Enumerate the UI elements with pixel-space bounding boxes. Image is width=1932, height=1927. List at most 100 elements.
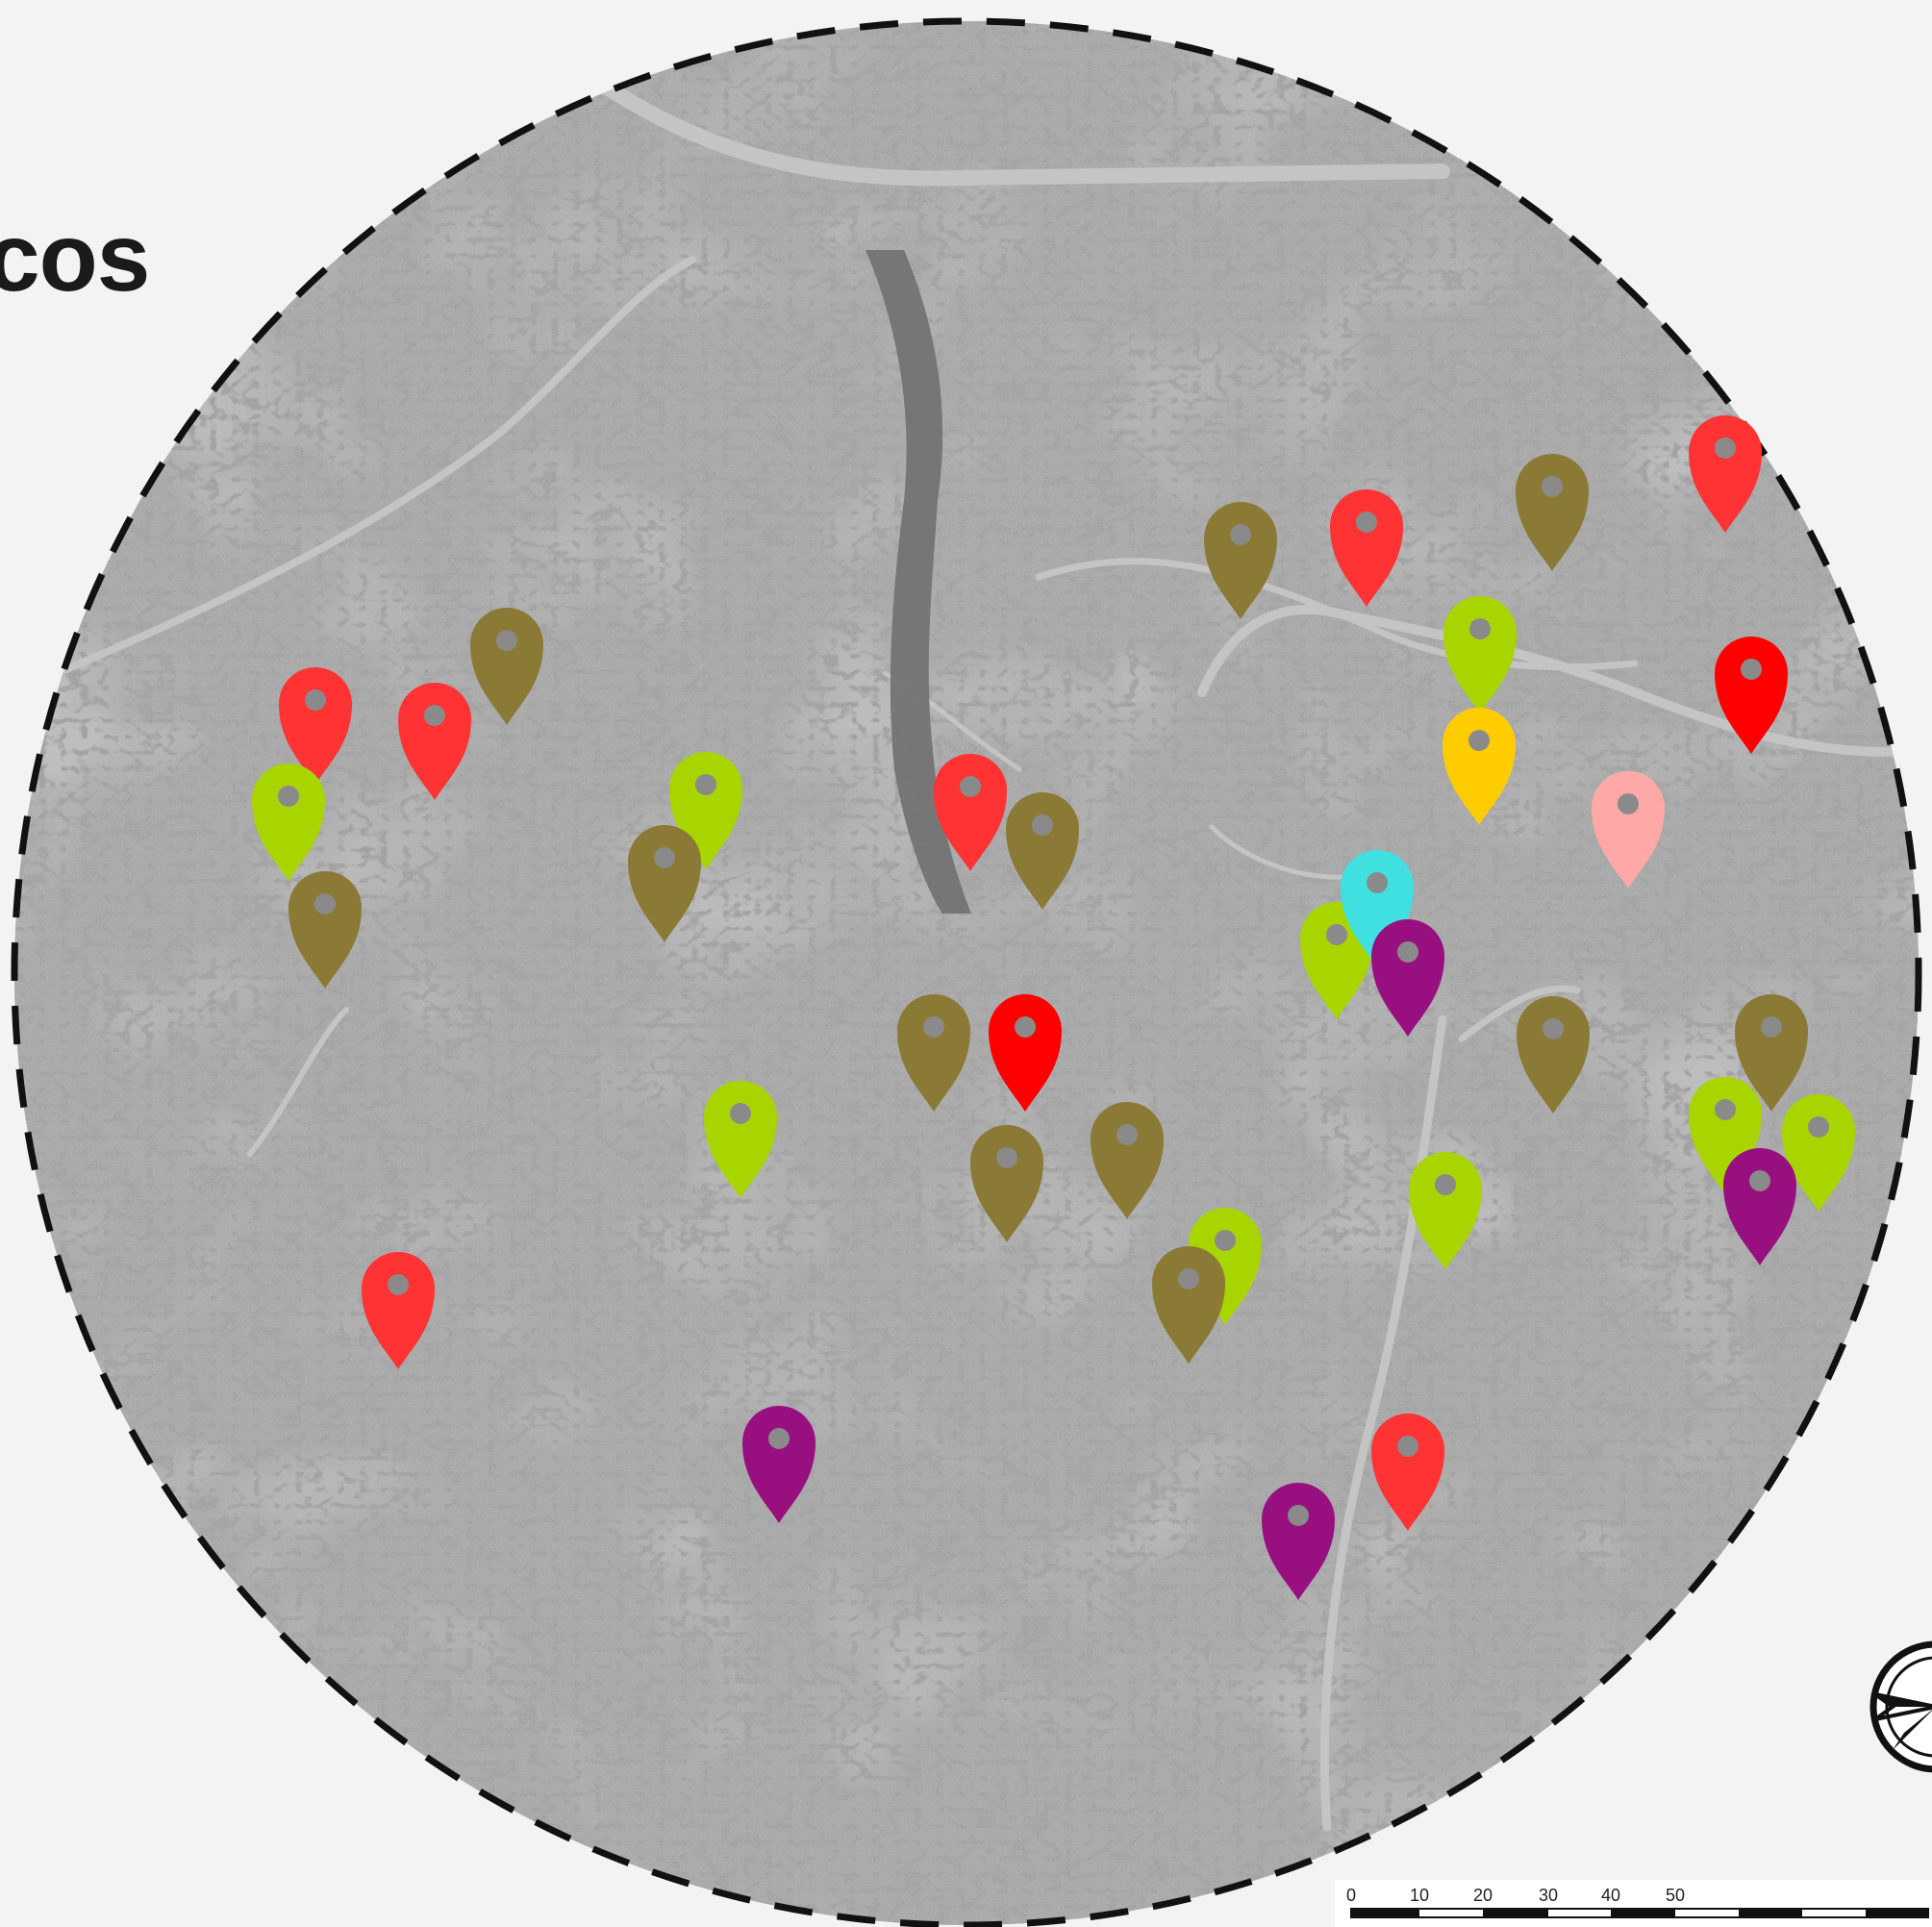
map-pin-icon[interactable] [470,608,543,725]
map-pin-icon[interactable] [1735,994,1808,1112]
map-pin-hole [1469,618,1491,639]
map-pin-icon[interactable] [362,1252,435,1369]
map-pin-hole [1618,793,1639,814]
map-pin-hole [1435,1174,1456,1195]
map-pin-hole [496,630,517,651]
map-pin-icon[interactable] [1443,596,1517,713]
map-pin-hole [1761,1016,1782,1038]
map-pin-hole [654,847,675,868]
map-pin-hole [1397,941,1418,963]
map-pin-body [934,754,1007,871]
map-pin-body [1735,994,1808,1112]
map-pin-hole [1367,872,1388,893]
map-pin-hole [1542,476,1563,497]
map-pin-body [289,871,362,989]
map-pin-icon[interactable] [1689,415,1762,533]
map-pin-hole [1741,659,1762,680]
map-pin-icon[interactable] [1409,1152,1482,1269]
map-pin-hole [314,893,336,914]
map-pin-hole [1749,1170,1770,1191]
map-pin-icon[interactable] [289,871,362,989]
map-pin-icon[interactable] [989,994,1062,1112]
map-pin-icon[interactable] [1443,708,1516,825]
map-pin-icon[interactable] [628,825,701,942]
study-area-boundary [11,17,1922,1927]
scale-tick-label: 10 [1410,1886,1429,1905]
map-pin-hole [1543,1018,1564,1039]
map-pin-hole [1397,1436,1418,1457]
map-pin-body [252,763,325,881]
map-pin-icon[interactable] [398,683,471,800]
river-band [866,250,971,913]
map-pin-icon[interactable] [1592,771,1665,888]
map-pin-hole [1288,1505,1309,1526]
map-pin-icon[interactable] [1152,1246,1225,1364]
map-pin-icon[interactable] [1204,502,1277,619]
map-pin-icon[interactable] [742,1406,815,1523]
map-pin-hole [1230,524,1251,545]
map-pin-hole [960,776,981,797]
map-pin-icon[interactable] [1517,996,1590,1114]
map-pin-hole [388,1274,409,1295]
map-pin-body [470,608,543,725]
map-pin-body [1262,1483,1335,1600]
map-pin-icon[interactable] [1006,792,1079,910]
map-pin-hole [424,705,445,726]
map-pin-body [1006,792,1079,910]
map-pin-hole [1015,1016,1036,1038]
map-pin-body [1152,1246,1225,1364]
map-pin-icon[interactable] [279,667,352,785]
map-pin-hole [1326,924,1347,945]
map-pin-icon[interactable] [1516,454,1589,571]
map-pin-hole [695,774,716,795]
map-pin-body [362,1252,435,1369]
map-pin-body [1330,489,1403,607]
map-pin-hole [1715,438,1736,459]
scale-tick-label: 50 [1666,1886,1685,1905]
map-pin-icon[interactable] [1371,919,1444,1037]
map-pin-icon[interactable] [1330,489,1403,607]
map-pin-body [1371,1414,1444,1531]
map-pin-body [1371,919,1444,1037]
map-pin-icon[interactable] [1091,1102,1164,1219]
map-pin-hole [768,1428,790,1449]
map-pin-body [1516,454,1589,571]
scale-tick-label: 0 [1346,1886,1356,1905]
map-pin-icon[interactable] [1782,1094,1855,1212]
map-pin-hole [730,1103,751,1124]
map-pin-icon[interactable] [1715,637,1788,754]
markers-layer [252,415,1855,1600]
map-pin-icon[interactable] [934,754,1007,871]
map-pin-body [1443,708,1516,825]
map-pin-icon[interactable] [897,994,970,1112]
map-pin-body [742,1406,815,1523]
map-pin-body [704,1081,777,1198]
page-title: cos [0,204,150,312]
map-pin-hole [996,1147,1017,1168]
map-pin-body [1689,415,1762,533]
map-pin-icon[interactable] [704,1081,777,1198]
map-pin-hole [1808,1116,1829,1138]
map-pin-body [628,825,701,942]
map-pin-body [398,683,471,800]
map-pin-body [1592,771,1665,888]
map-pin-icon[interactable] [970,1125,1043,1242]
map-pin-hole [1215,1230,1236,1251]
scale-bar-segments [1350,1908,1929,1918]
map-pin-icon[interactable] [1723,1148,1796,1265]
map-pin-body [1517,996,1590,1114]
map-pin-body [1409,1152,1482,1269]
map-pin-body [897,994,970,1112]
map-pin-hole [1715,1099,1736,1120]
map-pin-hole [1356,512,1377,533]
map-pin-body [279,667,352,785]
map-pin-body [989,994,1062,1112]
map-pin-icon[interactable] [252,763,325,881]
map-pin-hole [1032,814,1053,836]
map-pin-icon[interactable] [1371,1414,1444,1531]
map-pin-hole [278,786,299,807]
map-pin-icon[interactable] [1262,1483,1335,1600]
